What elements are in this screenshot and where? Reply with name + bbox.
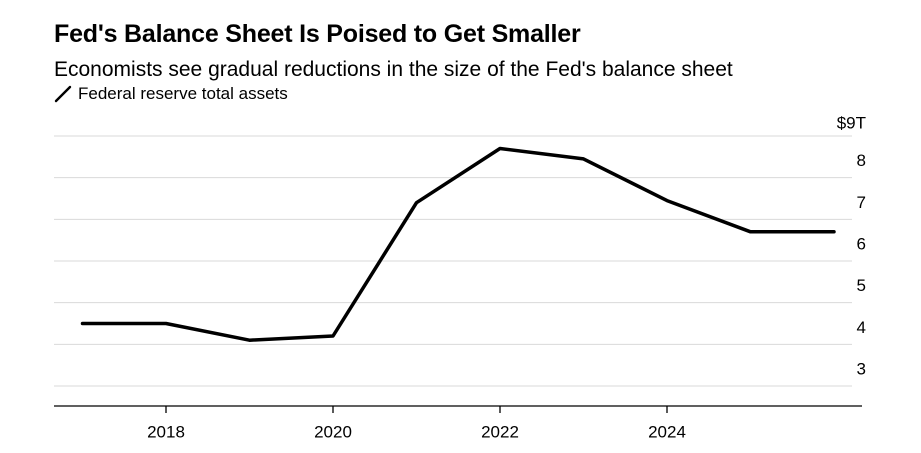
y-tick-label: 3 [857, 359, 866, 378]
chart-legend: Federal reserve total assets [54, 83, 288, 105]
x-tick-label: 2024 [648, 422, 686, 441]
y-tick-label: 6 [857, 234, 866, 253]
chart-title: Fed's Balance Sheet Is Poised to Get Sma… [54, 20, 581, 48]
x-axis [54, 405, 862, 413]
series-layer [80, 146, 836, 342]
legend-label: Federal reserve total assets [78, 84, 288, 103]
grid-lines [54, 135, 852, 387]
x-tick-label: 2020 [314, 422, 352, 441]
y-tick-label: 7 [857, 193, 866, 212]
chart-subtitle: Economists see gradual reductions in the… [54, 58, 733, 81]
y-tick-label: 8 [857, 151, 866, 170]
x-tick-label: 2018 [147, 422, 185, 441]
x-tick-labels: 2018 2020 2022 2024 [147, 422, 686, 441]
y-tick-label: 5 [857, 276, 866, 295]
y-tick-label: $9T [837, 113, 866, 132]
legend-line-icon [54, 85, 72, 103]
series-line-total-assets [80, 146, 836, 342]
y-tick-labels: 3 4 5 6 7 8 $9T [837, 113, 866, 378]
y-tick-label: 4 [857, 318, 866, 337]
x-tick-label: 2022 [481, 422, 519, 441]
